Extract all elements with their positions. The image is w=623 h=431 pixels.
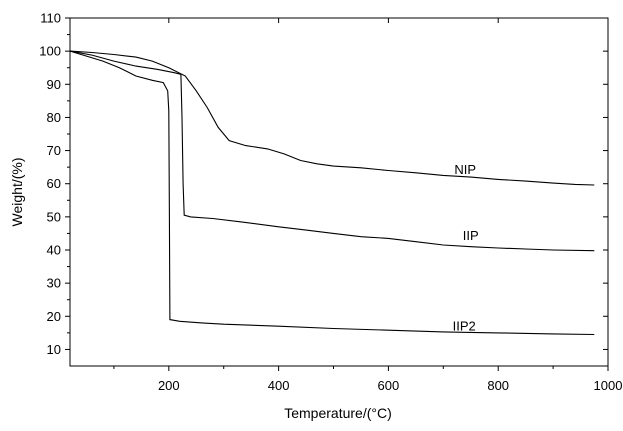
series-line-iip bbox=[69, 50, 595, 252]
x-tick-label: 400 bbox=[268, 378, 290, 393]
y-tick-label: 70 bbox=[47, 143, 61, 158]
y-axis-title: Weight/(%) bbox=[9, 158, 25, 227]
x-axis-title: Temperature/(°C) bbox=[284, 405, 392, 421]
x-tick-label: 200 bbox=[158, 378, 180, 393]
y-tick-label: 40 bbox=[47, 243, 61, 258]
y-tick-label: 80 bbox=[47, 110, 61, 125]
y-tick-label: 20 bbox=[47, 309, 61, 324]
series-line-nip bbox=[69, 50, 595, 186]
series-group bbox=[69, 50, 595, 336]
x-tick-label: 600 bbox=[378, 378, 400, 393]
y-tick-label: 10 bbox=[47, 342, 61, 357]
y-tick-label: 50 bbox=[47, 209, 61, 224]
y-tick-label: 90 bbox=[47, 77, 61, 92]
series-label-iip: IIP bbox=[463, 228, 479, 243]
series-label-nip: NIP bbox=[454, 162, 476, 177]
axes: 10 20 30 40 50 60 70 80 90 100 110 200 400 600 800 1000 bbox=[39, 11, 622, 394]
y-tick-label: 30 bbox=[47, 276, 61, 291]
y-tick-label: 110 bbox=[40, 11, 61, 26]
y-tick-label: 60 bbox=[47, 176, 61, 191]
y-tick-label: 100 bbox=[39, 44, 61, 59]
plot-frame bbox=[69, 17, 609, 367]
series-line-iip2 bbox=[69, 50, 595, 336]
x-tick-label: 800 bbox=[487, 378, 509, 393]
x-tick-label: 1000 bbox=[594, 378, 623, 393]
series-labels: NIP IIP IIP2 bbox=[453, 162, 479, 334]
series-label-iip2: IIP2 bbox=[453, 319, 476, 334]
